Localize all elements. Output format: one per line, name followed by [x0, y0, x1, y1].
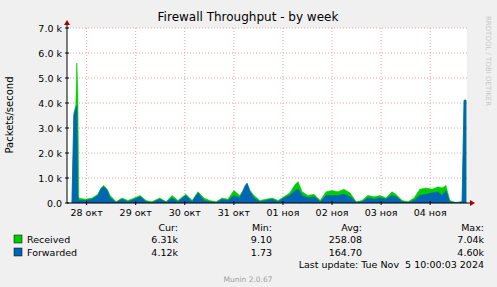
x-tick	[184, 201, 185, 205]
x-tick	[86, 201, 87, 205]
x-tick-label: 30 окт	[169, 207, 202, 218]
legend-swatch	[14, 248, 22, 256]
x-tick	[430, 201, 431, 205]
x-tick-label: 02 ноя	[316, 207, 349, 218]
legend-label: Forwarded	[27, 247, 77, 258]
y-tick	[65, 103, 69, 104]
x-tick-label: 28 окт	[71, 207, 104, 218]
y-tick-label: 6.0 k	[38, 48, 62, 59]
y-tick	[65, 78, 69, 79]
stats-value: 164.70	[329, 247, 362, 258]
series-area	[72, 100, 466, 203]
x-axis	[67, 203, 472, 204]
stats-value: 4.60k	[457, 247, 484, 258]
stats-value: 7.04k	[457, 234, 484, 245]
y-axis	[67, 23, 68, 203]
x-tick-label: 04 ноя	[414, 207, 447, 218]
y-axis-arrow	[64, 20, 70, 25]
legend-swatch	[14, 235, 22, 243]
stats-value: 6.31k	[151, 234, 178, 245]
stats-value: 1.73	[251, 247, 272, 258]
legend-label: Received	[27, 234, 70, 245]
y-tick	[65, 178, 69, 179]
y-grid-line	[67, 178, 467, 179]
series-area	[72, 63, 466, 203]
y-tick-label: 5.0 k	[38, 73, 62, 84]
y-tick	[65, 28, 69, 29]
x-tick	[135, 201, 136, 205]
grid	[67, 28, 467, 203]
plot-area	[67, 28, 467, 203]
x-grid-line	[381, 28, 382, 203]
x-tick	[332, 201, 333, 205]
watermark: RRDTOOL / TOBI OETIKER	[484, 16, 492, 106]
y-grid-line	[67, 103, 467, 104]
y-tick-label: 3.0 k	[38, 123, 62, 134]
stats-value: 9.10	[251, 234, 272, 245]
x-grid-line	[184, 28, 185, 203]
y-grid-line	[67, 28, 467, 29]
x-axis-arrow	[470, 200, 475, 206]
y-tick	[65, 128, 69, 129]
x-tick-label: 29 окт	[120, 207, 153, 218]
data-area	[72, 63, 466, 203]
y-grid-line	[67, 128, 467, 129]
y-tick-label: 7.0 k	[38, 23, 62, 34]
stats-header: Min:	[252, 222, 272, 233]
x-grid-line	[233, 28, 234, 203]
y-grid-line	[67, 53, 467, 54]
stats-header: Avg:	[341, 222, 362, 233]
stats-value: 4.12k	[151, 247, 178, 258]
y-tick	[65, 53, 69, 54]
footer: Last update: Tue Nov 5 10:00:03 2024	[299, 259, 484, 270]
title: Firewall Throughput - by week	[158, 10, 339, 24]
stats-header: Cur:	[158, 222, 178, 233]
x-grid-line	[86, 28, 87, 203]
y-grid-line	[67, 153, 467, 154]
x-tick	[381, 201, 382, 205]
x-grid-line	[430, 28, 431, 203]
x-tick-label: 03 ноя	[365, 207, 398, 218]
x-tick	[282, 201, 283, 205]
y-tick-label: 0.0	[47, 198, 62, 209]
x-grid-line	[282, 28, 283, 203]
x-tick-label: 31 окт	[218, 207, 251, 218]
y-axis-label: Packets/second	[4, 77, 15, 154]
y-tick-label: 2.0 k	[38, 148, 62, 159]
y-tick-label: 1.0 k	[38, 173, 62, 184]
x-tick-label: 01 ноя	[267, 207, 300, 218]
y-tick	[65, 153, 69, 154]
stats-header: Max:	[461, 222, 484, 233]
y-tick	[65, 203, 69, 204]
y-grid-line	[67, 78, 467, 79]
y-tick-label: 4.0 k	[38, 98, 62, 109]
credit: Munin 2.0.67	[223, 275, 272, 284]
x-tick	[233, 201, 234, 205]
stats-value: 258.08	[329, 234, 362, 245]
background	[0, 0, 497, 287]
x-grid-line	[332, 28, 333, 203]
x-grid-line	[135, 28, 136, 203]
